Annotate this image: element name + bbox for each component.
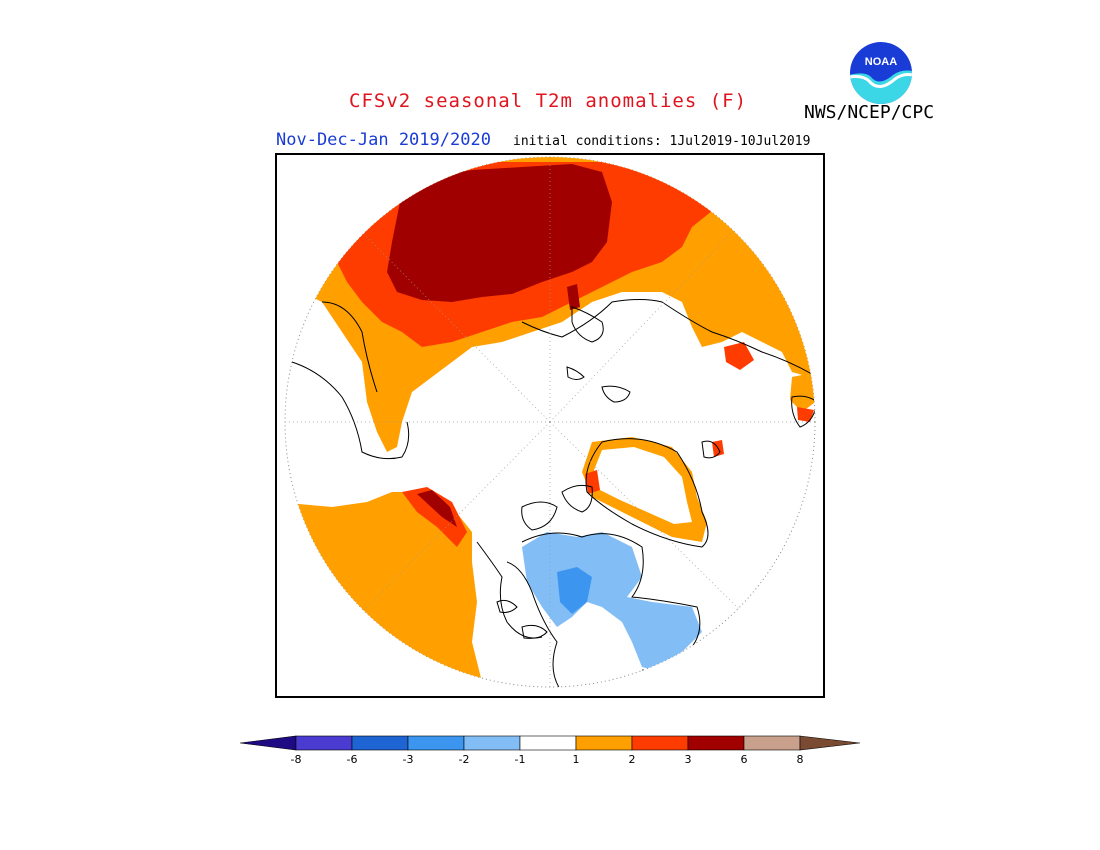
legend-bin-p2_3 — [631, 735, 689, 751]
anomaly-region-lightblue-canada — [522, 532, 702, 672]
legend-tick-label: -6 — [346, 753, 358, 766]
color-legend — [240, 735, 860, 751]
legend-arrow-high — [799, 735, 860, 751]
legend-tick-label: 3 — [684, 753, 692, 766]
legend-bin-m1_1 — [519, 735, 577, 751]
graticule — [285, 157, 815, 687]
map-frame — [275, 153, 825, 698]
legend-tick-label: -8 — [290, 753, 302, 766]
legend-tick-label: -2 — [458, 753, 470, 766]
anomaly-region-red-alaska — [402, 487, 467, 547]
legend-bin-p1_2 — [575, 735, 633, 751]
anomaly-region-darkred-alaska — [417, 490, 457, 527]
anomaly-region-darkred-arctic — [387, 164, 612, 302]
anomaly-spot-red-europe — [797, 407, 814, 422]
legend-bin-p6_8 — [743, 735, 801, 751]
legend-tick-label: -1 — [514, 753, 526, 766]
legend-tick-label: 8 — [796, 753, 804, 766]
legend-tick-label: 2 — [628, 753, 636, 766]
anomaly-region-blue-hudson — [557, 567, 592, 614]
legend-bin-m3_m2 — [407, 735, 465, 751]
legend-bin-m6_m3 — [351, 735, 409, 751]
logo-text: NOAA — [865, 56, 897, 68]
legend-bin-m8_m6 — [295, 735, 353, 751]
legend-tick-label: 6 — [740, 753, 748, 766]
legend-arrow-low — [240, 735, 297, 751]
legend-bin-m2_m1 — [463, 735, 521, 751]
polar-map — [284, 156, 816, 688]
legend-tick-label: 1 — [572, 753, 580, 766]
anomaly-spot-red-siberia — [567, 284, 580, 310]
anomaly-spot-red-ellesmere — [585, 470, 600, 494]
legend-tick-label: -3 — [402, 753, 414, 766]
noaa-logo-icon: NOAA — [850, 42, 912, 104]
greenland-interior — [594, 447, 692, 524]
chart-title: CFSv2 seasonal T2m anomalies (F) — [349, 90, 748, 112]
anomaly-spot-red-scandinavia — [724, 342, 754, 370]
organization-label: NWS/NCEP/CPC — [804, 102, 935, 123]
season-label: Nov-Dec-Jan 2019/2020 — [276, 130, 491, 150]
initial-conditions-label: initial conditions: 1Jul2019-10Jul2019 — [513, 134, 811, 149]
legend-bin-p3_6 — [687, 735, 745, 751]
